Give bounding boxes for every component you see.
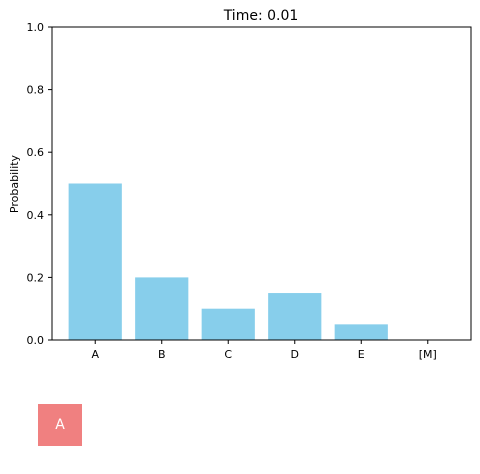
y-tick-label: 0.0 (27, 334, 45, 347)
x-tick-label: E (358, 348, 365, 361)
chart-title: Time: 0.01 (223, 8, 299, 24)
plot-frame (51, 26, 472, 341)
token-label: A (55, 417, 65, 433)
x-tick-label: [M] (419, 348, 437, 361)
x-tick-label: B (158, 348, 166, 361)
bar-c (201, 308, 255, 340)
y-ticks-group: 0.0 0.2 0.4 0.6 0.8 1.0 (27, 21, 52, 347)
bar-d (268, 293, 322, 340)
y-tick-label: 0.6 (27, 146, 45, 159)
bars-group (68, 183, 388, 340)
x-tick-label: D (291, 348, 299, 361)
bar-b (135, 277, 189, 340)
y-tick-label: 0.4 (27, 209, 45, 222)
y-tick-label: 0.2 (27, 271, 45, 284)
bar-e (334, 324, 388, 340)
y-tick-label: 1.0 (27, 21, 45, 34)
bar-a (68, 183, 122, 340)
y-axis-label: Probability (8, 154, 21, 213)
y-tick-label: 0.8 (27, 84, 45, 97)
x-tick-label: C (224, 348, 232, 361)
x-ticks-group: A B C D E [M] (91, 340, 437, 361)
token-box: A (38, 404, 82, 446)
x-tick-label: A (91, 348, 99, 361)
